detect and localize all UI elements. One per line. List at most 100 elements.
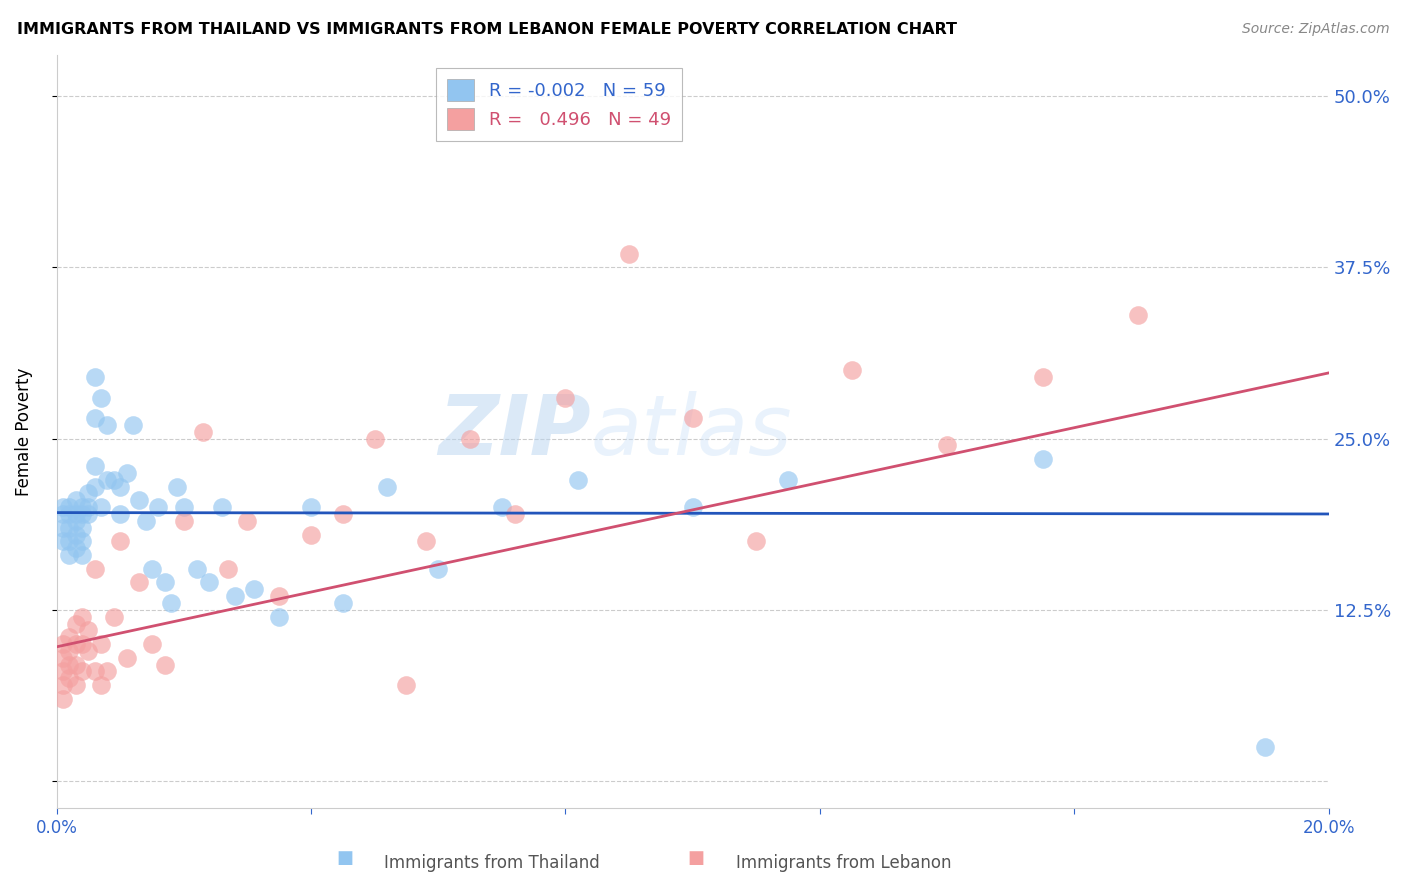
Point [96,665,118,679]
Point [110,507,132,521]
Point [77,644,100,658]
Point [90,678,112,692]
Point [110,479,132,493]
Point [1031,452,1053,467]
Point [1126,309,1149,323]
Point [503,507,526,521]
Point [269,609,291,624]
Point [83,562,105,576]
Point [682,411,704,425]
Point [186,562,208,576]
Point [52,500,75,515]
Point [395,678,418,692]
Point [65,541,87,556]
Point [58,630,80,644]
Point [52,678,75,692]
Point [58,507,80,521]
Point [363,432,385,446]
Point [491,500,513,515]
Point [83,665,105,679]
Point [77,486,100,500]
Point [65,514,87,528]
Text: IMMIGRANTS FROM THAILAND VS IMMIGRANTS FROM LEBANON FEMALE POVERTY CORRELATION C: IMMIGRANTS FROM THAILAND VS IMMIGRANTS F… [17,22,957,37]
Point [332,596,354,610]
Y-axis label: Female Poverty: Female Poverty [15,368,32,496]
Point [191,425,214,439]
Point [617,246,640,260]
Point [58,644,80,658]
Point [83,411,105,425]
Point [682,500,704,515]
Point [83,370,105,384]
Point [236,514,259,528]
Point [65,507,87,521]
Point [135,514,157,528]
Point [77,500,100,515]
Point [96,473,118,487]
Point [70,548,93,562]
Point [58,548,80,562]
Point [77,624,100,638]
Text: Immigrants from Lebanon: Immigrants from Lebanon [735,855,952,872]
Point [153,657,176,672]
Text: Immigrants from Thailand: Immigrants from Thailand [384,855,600,872]
Point [128,493,150,508]
Point [458,432,481,446]
Point [52,691,75,706]
Point [58,521,80,535]
Point [141,637,163,651]
Point [70,637,93,651]
Point [122,417,145,432]
Point [65,657,87,672]
Point [115,650,138,665]
Point [166,479,188,493]
Point [173,500,195,515]
Text: ■: ■ [688,849,704,867]
Point [52,665,75,679]
Point [83,458,105,473]
Point [65,637,87,651]
Point [224,589,246,603]
Point [148,500,170,515]
Point [1031,370,1053,384]
Point [110,534,132,549]
Text: Source: ZipAtlas.com: Source: ZipAtlas.com [1241,22,1389,37]
Point [841,363,863,377]
Point [90,500,112,515]
Point [299,527,322,541]
Point [128,575,150,590]
Point [299,500,322,515]
Point [160,596,183,610]
Point [377,479,399,493]
Point [90,637,112,651]
Point [90,391,112,405]
Point [52,534,75,549]
Point [58,671,80,685]
Point [58,500,80,515]
Point [65,678,87,692]
Point [198,575,221,590]
Point [58,534,80,549]
Point [332,507,354,521]
Point [141,562,163,576]
Point [103,473,125,487]
Point [70,521,93,535]
Point [65,493,87,508]
Point [96,417,118,432]
Point [936,438,959,452]
Point [115,466,138,480]
Point [70,609,93,624]
Text: ■: ■ [336,849,353,867]
Point [52,521,75,535]
Text: atlas: atlas [591,392,793,472]
Point [52,637,75,651]
Point [211,500,233,515]
Point [103,609,125,624]
Point [427,562,450,576]
Point [65,616,87,631]
Point [415,534,437,549]
Point [173,514,195,528]
Point [243,582,266,597]
Point [217,562,239,576]
Legend: R = -0.002   N = 59, R =   0.496   N = 49: R = -0.002 N = 59, R = 0.496 N = 49 [436,68,682,141]
